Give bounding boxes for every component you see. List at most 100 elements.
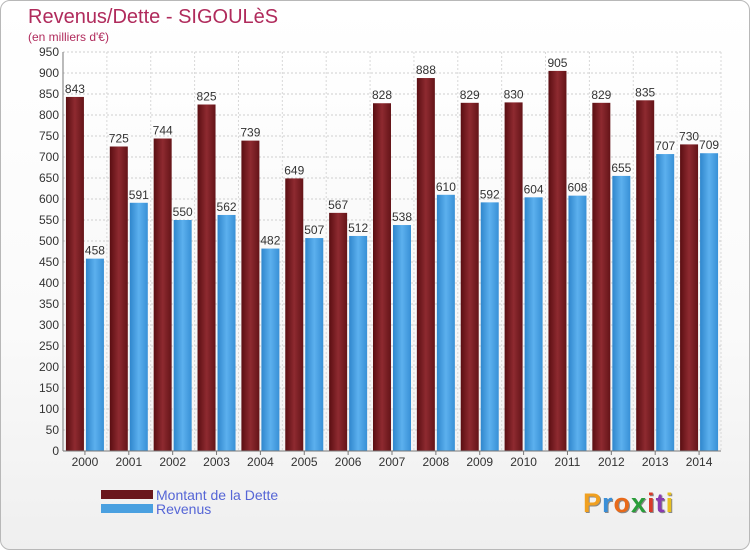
logo-letter: i bbox=[665, 488, 675, 518]
x-tick-label: 2000 bbox=[72, 455, 99, 469]
chart-subtitle: (en milliers d'€) bbox=[28, 30, 109, 44]
bar-dette bbox=[65, 96, 84, 451]
plot-background bbox=[63, 52, 721, 451]
data-label-revenus: 512 bbox=[348, 221, 368, 235]
data-label-dette: 739 bbox=[240, 126, 260, 140]
data-label-revenus: 507 bbox=[304, 223, 324, 237]
y-tick-label: 550 bbox=[39, 213, 59, 227]
y-tick-label: 700 bbox=[39, 150, 59, 164]
data-label-dette: 835 bbox=[635, 85, 655, 99]
data-label-dette: 649 bbox=[284, 163, 304, 177]
bar-dette bbox=[329, 212, 348, 451]
x-tick-label: 2005 bbox=[291, 455, 318, 469]
bar-revenus bbox=[129, 202, 148, 451]
y-tick-label: 800 bbox=[39, 108, 59, 122]
bar-revenus bbox=[173, 220, 192, 451]
data-label-dette: 828 bbox=[372, 88, 392, 102]
y-tick-label: 0 bbox=[52, 444, 59, 458]
bar-revenus bbox=[85, 258, 104, 451]
x-tick-label: 2003 bbox=[203, 455, 230, 469]
x-tick-label: 2004 bbox=[247, 455, 274, 469]
data-label-revenus: 707 bbox=[655, 139, 675, 153]
data-label-revenus: 655 bbox=[611, 161, 631, 175]
bar-dette bbox=[504, 102, 523, 452]
y-tick-label: 900 bbox=[39, 66, 59, 80]
bar-dette bbox=[109, 146, 128, 451]
y-tick-label: 450 bbox=[39, 255, 59, 269]
x-tick-label: 2014 bbox=[686, 455, 713, 469]
y-tick-label: 750 bbox=[39, 129, 59, 143]
legend-swatch-dette bbox=[101, 490, 153, 499]
x-tick-label: 2002 bbox=[159, 455, 186, 469]
bar-dette bbox=[636, 100, 655, 452]
y-tick-label: 150 bbox=[39, 381, 59, 395]
y-tick-label: 950 bbox=[39, 45, 59, 59]
data-label-revenus: 604 bbox=[524, 182, 544, 196]
chart-title: Revenus/Dette - SIGOULèS bbox=[28, 6, 279, 28]
logo-letter: i bbox=[647, 488, 656, 518]
y-tick-label: 250 bbox=[39, 339, 59, 353]
x-tick-label: 2012 bbox=[598, 455, 625, 469]
x-tick-label: 2006 bbox=[335, 455, 362, 469]
data-label-dette: 829 bbox=[460, 88, 480, 102]
logo-letter: x bbox=[631, 488, 648, 518]
y-tick-label: 350 bbox=[39, 297, 59, 311]
bar-dette bbox=[241, 140, 260, 451]
legend-label-dette: Montant de la Dette bbox=[156, 487, 279, 503]
x-tick-label: 2001 bbox=[115, 455, 142, 469]
x-tick-label: 2008 bbox=[423, 455, 450, 469]
legend-label-revenus: Revenus bbox=[156, 501, 212, 517]
bar-revenus bbox=[349, 235, 368, 451]
data-label-revenus: 591 bbox=[129, 188, 149, 202]
proxiti-logo: Proxiti bbox=[583, 488, 674, 519]
data-label-revenus: 482 bbox=[260, 234, 280, 248]
bar-dette bbox=[592, 102, 611, 451]
bar-revenus bbox=[524, 197, 543, 451]
data-label-dette: 888 bbox=[416, 63, 436, 77]
data-label-dette: 825 bbox=[197, 90, 217, 104]
x-tick-label: 2013 bbox=[642, 455, 669, 469]
x-tick-label: 2009 bbox=[466, 455, 493, 469]
data-label-dette: 567 bbox=[328, 198, 348, 212]
bar-dette bbox=[197, 104, 216, 451]
y-tick-label: 600 bbox=[39, 192, 59, 206]
data-label-dette: 843 bbox=[65, 82, 85, 96]
data-label-revenus: 562 bbox=[217, 200, 237, 214]
bar-revenus bbox=[568, 195, 587, 451]
y-tick-label: 400 bbox=[39, 276, 59, 290]
bar-dette bbox=[460, 102, 479, 451]
data-label-dette: 730 bbox=[679, 129, 699, 143]
bar-dette bbox=[285, 178, 304, 452]
x-tick-label: 2010 bbox=[510, 455, 537, 469]
data-label-revenus: 550 bbox=[173, 205, 193, 219]
bar-dette bbox=[373, 103, 391, 452]
data-label-revenus: 709 bbox=[699, 138, 719, 152]
y-tick-label: 850 bbox=[39, 87, 59, 101]
bar-dette bbox=[416, 78, 435, 451]
y-tick-label: 300 bbox=[39, 318, 59, 332]
y-tick-label: 100 bbox=[39, 402, 59, 416]
bar-dette bbox=[680, 144, 699, 451]
data-label-revenus: 538 bbox=[392, 210, 412, 224]
logo-letter: t bbox=[655, 488, 666, 518]
bar-dette bbox=[153, 138, 172, 451]
x-tick-label: 2011 bbox=[555, 455, 581, 469]
bar-revenus bbox=[393, 225, 411, 451]
logo-letter: o bbox=[613, 488, 632, 518]
bar-revenus bbox=[612, 175, 631, 451]
bar-revenus bbox=[436, 194, 455, 452]
data-label-dette: 725 bbox=[109, 132, 129, 146]
bar-revenus bbox=[700, 153, 719, 451]
data-label-revenus: 592 bbox=[480, 187, 500, 201]
data-label-dette: 830 bbox=[504, 87, 524, 101]
logo-letter: r bbox=[602, 488, 614, 518]
bar-revenus bbox=[217, 214, 236, 451]
y-tick-label: 50 bbox=[46, 423, 60, 437]
bar-dette bbox=[548, 70, 567, 452]
bar-revenus bbox=[305, 238, 324, 451]
logo-letter: P bbox=[583, 488, 603, 518]
data-label-dette: 744 bbox=[153, 124, 173, 138]
bar-revenus bbox=[480, 202, 499, 451]
